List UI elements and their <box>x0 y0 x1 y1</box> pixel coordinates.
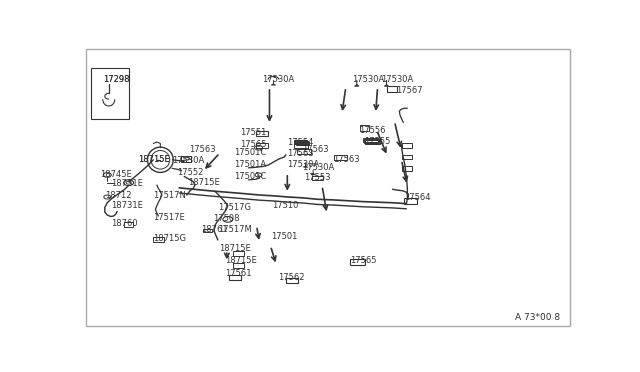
Text: 18760: 18760 <box>111 219 138 228</box>
Text: 17556: 17556 <box>359 126 385 135</box>
Text: 17517E: 17517E <box>154 212 185 222</box>
Text: 17517M: 17517M <box>218 225 252 234</box>
Text: 18715E: 18715E <box>138 155 170 164</box>
Bar <box>286 278 298 283</box>
Bar <box>233 263 244 268</box>
Text: 17517G: 17517G <box>218 203 251 212</box>
Text: 17554: 17554 <box>287 138 314 147</box>
Text: 17298: 17298 <box>103 74 129 83</box>
Bar <box>233 251 244 256</box>
Bar <box>181 156 191 161</box>
Bar <box>296 142 308 145</box>
Text: 17298: 17298 <box>103 74 129 83</box>
Text: 17501: 17501 <box>271 232 298 241</box>
Bar <box>365 140 380 144</box>
Text: 17565: 17565 <box>240 140 266 149</box>
Text: 17564: 17564 <box>404 193 431 202</box>
Text: A 73*00 8: A 73*00 8 <box>515 314 560 323</box>
Text: 17501C: 17501C <box>234 173 266 182</box>
Text: 17563: 17563 <box>287 149 314 158</box>
Text: 18715E: 18715E <box>188 178 220 187</box>
Bar <box>403 155 412 159</box>
Text: 17530A: 17530A <box>381 75 414 84</box>
Text: 17501C: 17501C <box>234 148 266 157</box>
Text: 18715E: 18715E <box>138 155 170 164</box>
Text: 17530A: 17530A <box>172 155 204 164</box>
FancyArrowPatch shape <box>261 150 262 151</box>
Text: 18731E: 18731E <box>111 179 143 188</box>
Bar <box>364 139 379 143</box>
Bar <box>256 142 269 148</box>
Text: 18715E: 18715E <box>225 256 257 264</box>
Text: 17563: 17563 <box>302 145 329 154</box>
Bar <box>124 222 132 227</box>
Text: 18715G: 18715G <box>154 234 186 243</box>
Text: 18715E: 18715E <box>219 244 251 253</box>
Bar <box>350 259 365 265</box>
Text: 17567: 17567 <box>396 86 423 95</box>
Text: 17551: 17551 <box>240 128 266 137</box>
Bar <box>154 237 164 242</box>
Bar <box>229 275 241 280</box>
Text: 17510: 17510 <box>273 201 299 210</box>
Text: 17562: 17562 <box>278 273 305 282</box>
Text: 17501A: 17501A <box>234 160 266 169</box>
Bar <box>360 125 369 131</box>
Text: 18731E: 18731E <box>111 201 143 210</box>
Text: 17565: 17565 <box>350 256 376 264</box>
Bar <box>312 176 323 180</box>
Text: 17563: 17563 <box>333 155 360 164</box>
Text: 17552: 17552 <box>177 168 204 177</box>
Bar <box>294 144 308 148</box>
Bar <box>256 131 269 136</box>
Text: 17553: 17553 <box>304 173 331 182</box>
Text: 17530A: 17530A <box>352 75 384 84</box>
Bar <box>387 86 397 92</box>
Text: 17530A: 17530A <box>287 160 319 169</box>
Bar <box>403 166 412 171</box>
Bar <box>203 228 212 232</box>
Bar <box>403 143 412 148</box>
Text: 18761: 18761 <box>201 225 228 234</box>
Bar <box>297 150 311 154</box>
Text: 17530A: 17530A <box>262 75 295 84</box>
Bar <box>91 68 129 119</box>
Bar <box>404 198 417 203</box>
Bar <box>363 138 378 142</box>
Text: 17563: 17563 <box>189 145 216 154</box>
Text: 18712: 18712 <box>105 191 131 200</box>
Text: 17508: 17508 <box>213 214 239 223</box>
Text: 17555: 17555 <box>364 137 390 146</box>
Text: 18745E: 18745E <box>100 170 132 179</box>
Bar <box>294 140 307 143</box>
Bar <box>295 141 308 144</box>
Text: 17561: 17561 <box>225 269 252 278</box>
Text: 17530A: 17530A <box>302 163 335 172</box>
Text: 17517N: 17517N <box>154 191 186 201</box>
Bar <box>334 155 347 160</box>
